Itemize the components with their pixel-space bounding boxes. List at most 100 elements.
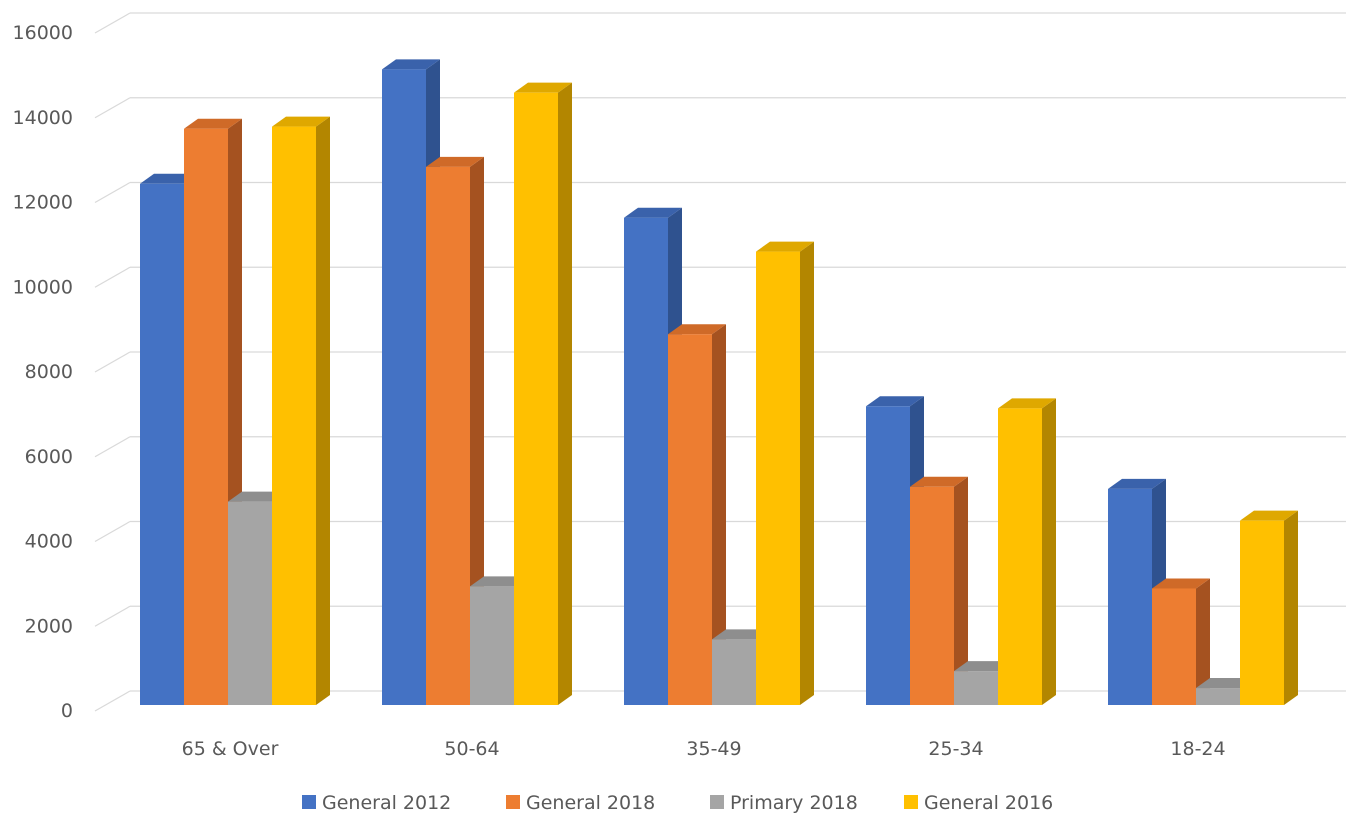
bar-front <box>866 406 910 705</box>
bar-side <box>470 156 484 705</box>
y-tick-label: 6000 <box>25 446 73 468</box>
bar-group-2 <box>624 207 814 705</box>
bar-side <box>1196 578 1210 705</box>
bar-top <box>756 241 814 252</box>
bar-top <box>866 396 924 407</box>
bar-side <box>800 241 814 705</box>
bar-side <box>1042 398 1056 705</box>
bar <box>184 118 242 705</box>
legend-label: General 2018 <box>526 792 655 814</box>
y-tick-label: 12000 <box>13 192 73 214</box>
bar <box>756 241 814 705</box>
bar <box>514 82 572 705</box>
legend-swatch <box>710 795 724 809</box>
bar-front <box>910 486 954 705</box>
bar-top <box>426 156 484 167</box>
bar-top <box>382 59 440 70</box>
legend-swatch <box>302 795 316 809</box>
bar-top <box>140 173 198 184</box>
legend-item: General 2012 <box>302 792 451 814</box>
y-axis-ticks: 0 2000 4000 6000 8000 10000 12000 14000 16000 <box>13 22 73 722</box>
bar-front <box>426 166 470 705</box>
bar-front <box>712 639 756 705</box>
y-tick-label: 4000 <box>25 531 73 553</box>
x-category-label: 65 & Over <box>182 738 279 760</box>
bar-top <box>1240 510 1298 521</box>
bar-top <box>668 324 726 335</box>
bar-top <box>998 398 1056 409</box>
y-tick-label: 0 <box>61 700 73 722</box>
x-category-label: 35-49 <box>686 738 741 760</box>
bar-top <box>910 476 968 487</box>
bar-side <box>316 116 330 706</box>
gridline-14000 <box>94 97 1346 119</box>
gridline-16000 <box>94 12 1346 34</box>
bar <box>1152 578 1210 705</box>
legend-item: General 2016 <box>904 792 1053 814</box>
bar-top <box>272 116 330 127</box>
bar-front <box>998 408 1042 705</box>
bar-top <box>1108 478 1166 489</box>
gridline-12000 <box>94 181 1346 204</box>
bar-top <box>624 207 682 218</box>
x-category-label: 25-34 <box>928 738 983 760</box>
legend-swatch <box>904 795 918 809</box>
bar-front <box>272 126 316 706</box>
y-tick-label: 16000 <box>13 22 73 44</box>
bar-front <box>1108 488 1152 705</box>
gridline-6000 <box>94 436 1346 458</box>
bar-top <box>1196 678 1254 689</box>
gridline-10000 <box>94 266 1346 288</box>
bar-group-0 <box>140 116 330 706</box>
legend-label: General 2012 <box>322 792 451 814</box>
legend-item: Primary 2018 <box>710 792 858 814</box>
x-axis-categories: 65 & Over 50-64 35-49 25-34 18-24 <box>182 738 1226 760</box>
bar-top <box>228 491 286 502</box>
bar-group-3 <box>866 396 1056 705</box>
bar-front <box>184 128 228 705</box>
bar <box>272 116 330 706</box>
gridline-8000 <box>94 351 1346 373</box>
bar-front <box>382 69 426 705</box>
bar <box>1240 510 1298 705</box>
gridlines <box>94 12 1346 712</box>
x-category-label: 50-64 <box>444 738 499 760</box>
legend-swatch <box>506 795 520 809</box>
bar <box>998 398 1056 705</box>
bar-side <box>954 476 968 705</box>
bar-front <box>954 671 998 705</box>
legend-label: General 2016 <box>924 792 1053 814</box>
bar-front <box>228 501 272 705</box>
bar-front <box>1240 520 1284 705</box>
x-category-label: 18-24 <box>1170 738 1225 760</box>
bar-side <box>558 82 572 705</box>
bar-top <box>184 118 242 129</box>
y-tick-label: 2000 <box>25 615 73 637</box>
bar-top <box>470 576 528 587</box>
bar-group-1 <box>382 59 572 705</box>
bar-front <box>470 586 514 705</box>
bar-front <box>514 92 558 705</box>
bar-side <box>1284 510 1298 705</box>
bar-top <box>954 661 1012 672</box>
bar <box>910 476 968 705</box>
bar <box>426 156 484 705</box>
legend: General 2012 General 2018 Primary 2018 Gene… <box>302 792 1053 814</box>
bar <box>668 324 726 705</box>
bar-front <box>756 251 800 705</box>
bar-front <box>140 183 184 706</box>
bar-front <box>624 217 668 705</box>
bar-front <box>668 334 712 705</box>
bar-side <box>712 324 726 705</box>
bar-group-4 <box>1108 478 1298 705</box>
y-tick-label: 8000 <box>25 361 73 383</box>
legend-item: General 2018 <box>506 792 655 814</box>
y-tick-label: 14000 <box>13 107 73 129</box>
bar-front <box>1196 688 1240 705</box>
bars <box>140 59 1298 706</box>
bar-front <box>1152 588 1196 705</box>
bar-top <box>1152 578 1210 589</box>
bar-top <box>514 82 572 93</box>
